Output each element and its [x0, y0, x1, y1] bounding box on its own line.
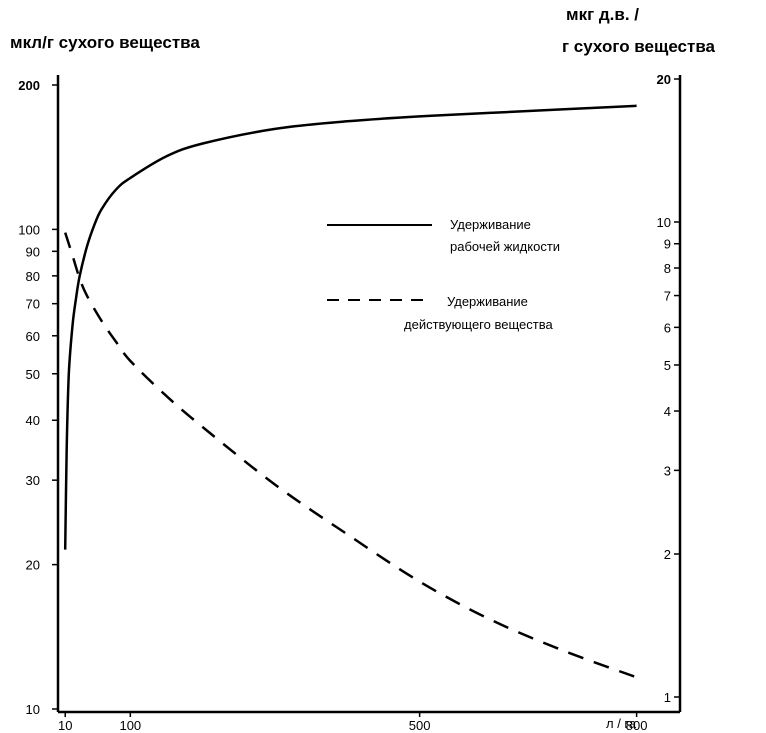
right-tick-label: 10 — [657, 215, 671, 230]
legend-label-solid-line1: Удерживание — [450, 217, 531, 232]
legend-label-solid-line2: рабочей жидкости — [450, 239, 560, 254]
right-tick-label: 5 — [664, 358, 671, 373]
x-tick-label: 10 — [58, 718, 72, 733]
left-tick-label: 80 — [26, 269, 40, 284]
left-axis-ticks: 10 20 30 40 50 60 70 80 90 100 200 — [18, 78, 58, 717]
legend: Удерживание рабочей жидкости Удерживание… — [327, 217, 560, 332]
left-tick-label: 50 — [26, 367, 40, 382]
right-axis-title-line1: мкг д.в. / — [566, 5, 639, 24]
right-tick-label: 6 — [664, 320, 671, 335]
left-tick-label: 70 — [26, 297, 40, 312]
left-tick-label: 20 — [26, 558, 40, 573]
right-tick-label: 4 — [664, 404, 671, 419]
left-tick-label: 60 — [26, 329, 40, 344]
left-tick-label: 30 — [26, 473, 40, 488]
left-tick-label: 40 — [26, 413, 40, 428]
series-line-working-liquid — [63, 104, 637, 550]
right-tick-label: 20 — [657, 72, 671, 87]
left-tick-label: 100 — [18, 222, 40, 237]
x-tick-label: 100 — [119, 718, 141, 733]
right-tick-label: 1 — [664, 690, 671, 705]
right-tick-label: 3 — [664, 463, 671, 478]
right-tick-label: 7 — [664, 289, 671, 304]
x-tick-label: 800 — [626, 718, 648, 733]
right-axis-title-line2: г сухого вещества — [562, 37, 716, 56]
left-tick-label: 90 — [26, 244, 40, 259]
x-tick-label: 500 — [409, 718, 431, 733]
x-axis-ticks: 10 100 500 800 — [58, 712, 647, 733]
right-tick-label: 9 — [664, 237, 671, 252]
right-tick-label: 8 — [664, 261, 671, 276]
left-tick-label: 200 — [18, 78, 40, 93]
legend-label-dashed-line1: Удерживание — [447, 294, 528, 309]
right-tick-label: 2 — [664, 547, 671, 562]
series-line-active-substance — [64, 232, 638, 679]
left-axis-title: мкл/г сухого вещества — [10, 33, 200, 52]
x-axis-unit-label: л / га — [606, 716, 637, 731]
legend-label-dashed-line2: действующего вещества — [404, 317, 553, 332]
left-tick-label: 10 — [26, 702, 40, 717]
right-axis-ticks: 1 2 3 4 5 6 7 8 9 10 20 — [657, 72, 680, 705]
